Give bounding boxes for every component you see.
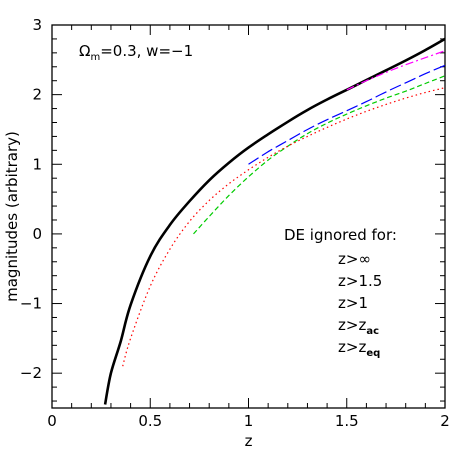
axis-ticks: [51, 24, 446, 408]
legend-entry-main: z>∞: [338, 250, 371, 268]
legend-title: DE ignored for:: [284, 226, 397, 244]
legend-entry-subscript: ac: [366, 326, 379, 337]
plot-frame: [51, 24, 446, 409]
series-line-0: [103, 37, 445, 405]
legend-entry: z>zac: [338, 316, 379, 337]
x-tick-label: 2: [440, 412, 450, 430]
x-tick-label: 0: [47, 412, 57, 430]
legend-entry-main: z>z: [338, 338, 366, 356]
y-axis-label: magnitudes (arbitrary): [3, 131, 21, 302]
x-tick-label: 1.5: [335, 412, 359, 430]
legend-entry-main: z>1.5: [338, 272, 382, 290]
omega-subscript: m: [90, 52, 100, 63]
legend-entry: z>1.5: [338, 272, 382, 290]
x-axis-label: z: [245, 432, 253, 450]
series-line-2: [248, 64, 445, 165]
y-tick-label: 2: [32, 86, 42, 104]
legend-entry-subscript: eq: [366, 348, 380, 359]
legend-entry: z>zeq: [338, 338, 380, 359]
legend-entry-main: z>z: [338, 316, 366, 334]
y-tick-label: 3: [32, 16, 42, 34]
omega-symbol: Ω: [79, 42, 90, 60]
plot-curves: [103, 37, 445, 405]
parameter-annotation: Ωm=0.3, w=−1: [79, 42, 193, 63]
tick-labels: 0 0.5 1 1.5 2 −2 −1 0 1 2 3: [20, 16, 450, 430]
x-tick-label: 1: [244, 412, 254, 430]
parameter-values: =0.3, w=−1: [100, 42, 193, 60]
legend-entry: z>1: [338, 294, 368, 312]
y-tick-label: −2: [20, 364, 42, 382]
x-tick-label: 0.5: [138, 412, 162, 430]
series-line-3: [193, 75, 445, 235]
y-tick-label: 1: [32, 155, 42, 173]
legend-entry: z>∞: [338, 250, 371, 268]
legend-entry-main: z>1: [338, 294, 368, 312]
y-tick-label: 0: [32, 225, 42, 243]
series-line-1: [346, 50, 445, 91]
y-tick-label: −1: [20, 295, 42, 313]
